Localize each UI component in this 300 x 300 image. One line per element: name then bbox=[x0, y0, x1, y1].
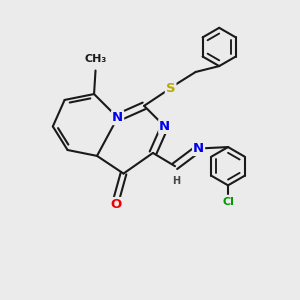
Text: N: N bbox=[112, 111, 123, 124]
Text: Cl: Cl bbox=[222, 196, 234, 206]
Text: N: N bbox=[159, 120, 170, 133]
Text: CH₃: CH₃ bbox=[84, 54, 107, 64]
Text: H: H bbox=[172, 176, 181, 187]
Text: S: S bbox=[166, 82, 175, 95]
Text: N: N bbox=[193, 142, 204, 155]
Text: O: O bbox=[110, 198, 122, 211]
